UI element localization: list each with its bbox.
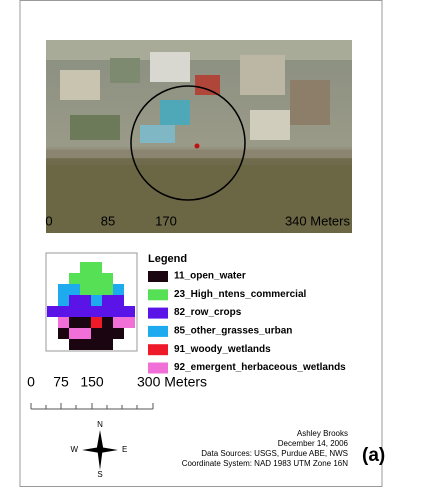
grid-cell bbox=[102, 339, 113, 350]
grid-cell bbox=[69, 339, 80, 350]
grid-cell bbox=[80, 262, 91, 273]
grid-cell bbox=[47, 306, 58, 317]
grid-cell bbox=[69, 328, 80, 339]
grid-cell bbox=[91, 328, 102, 339]
grid-cell bbox=[102, 273, 113, 284]
grid-cell bbox=[69, 317, 80, 328]
grid-cell bbox=[69, 295, 80, 306]
grid-cell bbox=[91, 339, 102, 350]
scale-label: 0 bbox=[27, 374, 35, 390]
credit-line: Ashley Brooks bbox=[297, 429, 348, 438]
grid-cell bbox=[80, 328, 91, 339]
grid-cell bbox=[69, 306, 80, 317]
grid-cell bbox=[80, 306, 91, 317]
grid-cell bbox=[113, 295, 124, 306]
grid-cell bbox=[102, 284, 113, 295]
grid-cell bbox=[80, 339, 91, 350]
aerial-photo bbox=[46, 40, 352, 233]
legend-swatch bbox=[148, 289, 168, 301]
grid-cell bbox=[91, 273, 102, 284]
legend-label: 92_emergent_herbaceous_wetlands bbox=[174, 362, 346, 373]
grid-cell bbox=[69, 284, 80, 295]
scale-label: 75 bbox=[53, 374, 69, 390]
legend-swatch bbox=[148, 325, 168, 337]
scale-label: 300 Meters bbox=[137, 374, 207, 390]
grid-cell bbox=[69, 273, 80, 284]
grid-scale: 0 75 150 300 Meters bbox=[27, 374, 207, 410]
scale-label: 85 bbox=[101, 213, 115, 228]
grid-cell bbox=[124, 306, 135, 317]
panel-label: (a) bbox=[362, 445, 385, 466]
scale-label: 0 bbox=[45, 213, 52, 228]
credits: Ashley Brooks December 14, 2006 Data Sou… bbox=[182, 429, 349, 468]
grid-cell bbox=[102, 306, 113, 317]
south-label: S bbox=[97, 470, 102, 479]
credit-line: December 14, 2006 bbox=[278, 439, 349, 448]
grid-cell bbox=[124, 317, 135, 328]
scale-label: 150 bbox=[80, 374, 104, 390]
west-label: W bbox=[70, 445, 78, 454]
legend: 11_open_water 23_High_ntens_commercial 82_… bbox=[148, 271, 346, 374]
grid-cell bbox=[58, 328, 69, 339]
grid-cell bbox=[91, 306, 102, 317]
grid-cell bbox=[58, 317, 69, 328]
grid-cell bbox=[102, 317, 113, 328]
land-cover-grid bbox=[47, 262, 135, 350]
scale-label: 170 bbox=[155, 213, 177, 228]
grid-cell bbox=[80, 295, 91, 306]
grid-cell bbox=[91, 317, 102, 328]
grid-cell bbox=[58, 284, 69, 295]
grid-cell bbox=[113, 284, 124, 295]
grid-cell bbox=[80, 273, 91, 284]
grid-cell bbox=[113, 328, 124, 339]
grid-cell bbox=[113, 317, 124, 328]
legend-label: 85_other_grasses_urban bbox=[174, 326, 292, 337]
grid-cell bbox=[58, 295, 69, 306]
grid-cell bbox=[113, 306, 124, 317]
grid-cell bbox=[102, 295, 113, 306]
grid-cell bbox=[58, 306, 69, 317]
east-label: E bbox=[122, 445, 127, 454]
legend-label: 91_woody_wetlands bbox=[174, 344, 271, 355]
scale-label: 340 Meters bbox=[285, 213, 351, 228]
north-arrow: N S E W bbox=[70, 420, 127, 479]
grid-cell bbox=[91, 284, 102, 295]
credit-line: Data Sources: USGS, Purdue ABE, NWS bbox=[201, 449, 348, 458]
legend-label: 82_row_crops bbox=[174, 307, 242, 318]
legend-title: Legend bbox=[148, 253, 187, 265]
grid-cell bbox=[80, 317, 91, 328]
map-scale: 0 85 170 340 Meters bbox=[45, 213, 350, 228]
grid-cell bbox=[102, 328, 113, 339]
grid-cell bbox=[91, 295, 102, 306]
legend-swatch bbox=[148, 362, 168, 374]
grid-cell bbox=[91, 262, 102, 273]
legend-swatch bbox=[148, 271, 168, 282]
credit-line: Coordinate System: NAD 1983 UTM Zone 16N bbox=[182, 459, 349, 468]
legend-swatch bbox=[148, 307, 168, 319]
legend-label: 23_High_ntens_commercial bbox=[174, 289, 307, 300]
legend-label: 11_open_water bbox=[174, 271, 246, 282]
north-label: N bbox=[97, 420, 103, 429]
legend-swatch bbox=[148, 344, 168, 356]
grid-cell bbox=[80, 284, 91, 295]
